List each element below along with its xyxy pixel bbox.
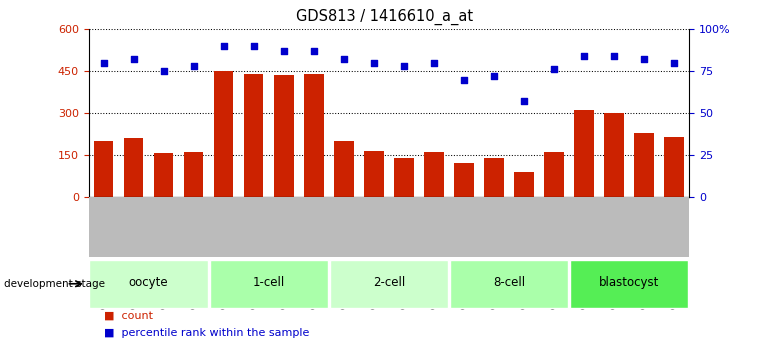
Point <box>337 57 350 62</box>
Bar <box>454 163 474 197</box>
Point <box>188 63 200 69</box>
Bar <box>244 74 263 197</box>
Bar <box>604 113 624 197</box>
Bar <box>450 260 568 308</box>
Point <box>307 48 320 54</box>
Point <box>668 60 681 66</box>
Bar <box>424 152 444 197</box>
Point <box>277 48 290 54</box>
Bar <box>364 151 383 197</box>
Point <box>368 60 380 66</box>
Bar <box>570 260 688 308</box>
Bar <box>544 152 564 197</box>
Point <box>608 53 621 59</box>
Point <box>397 63 410 69</box>
Bar <box>184 152 203 197</box>
Text: blastocyst: blastocyst <box>599 276 659 289</box>
Text: 2-cell: 2-cell <box>373 276 405 289</box>
Bar <box>89 260 208 308</box>
Bar <box>154 154 173 197</box>
Point <box>488 73 500 79</box>
Bar <box>665 137 684 197</box>
Point <box>157 68 169 74</box>
Text: ■  percentile rank within the sample: ■ percentile rank within the sample <box>104 328 310 338</box>
Bar <box>394 158 413 197</box>
Point <box>517 99 530 104</box>
Point <box>548 67 561 72</box>
Bar <box>514 171 534 197</box>
Bar <box>94 141 113 197</box>
Bar <box>330 260 448 308</box>
Point <box>578 53 591 59</box>
Bar <box>209 260 328 308</box>
Bar <box>304 74 323 197</box>
Point <box>217 43 229 49</box>
Text: oocyte: oocyte <box>129 276 169 289</box>
Point <box>248 43 260 49</box>
Bar <box>124 138 143 197</box>
Bar <box>274 75 293 197</box>
Bar <box>484 158 504 197</box>
Bar <box>214 71 233 197</box>
Text: ■  count: ■ count <box>104 310 153 320</box>
Point <box>127 57 140 62</box>
Bar <box>574 110 594 197</box>
Text: 8-cell: 8-cell <box>493 276 525 289</box>
Bar <box>334 141 353 197</box>
Bar <box>634 132 654 197</box>
Point <box>428 60 440 66</box>
Text: development stage: development stage <box>4 279 105 289</box>
Point <box>97 60 110 66</box>
Point <box>638 57 650 62</box>
Point <box>457 77 470 82</box>
Text: GDS813 / 1416610_a_at: GDS813 / 1416610_a_at <box>296 9 474 25</box>
Text: 1-cell: 1-cell <box>253 276 285 289</box>
